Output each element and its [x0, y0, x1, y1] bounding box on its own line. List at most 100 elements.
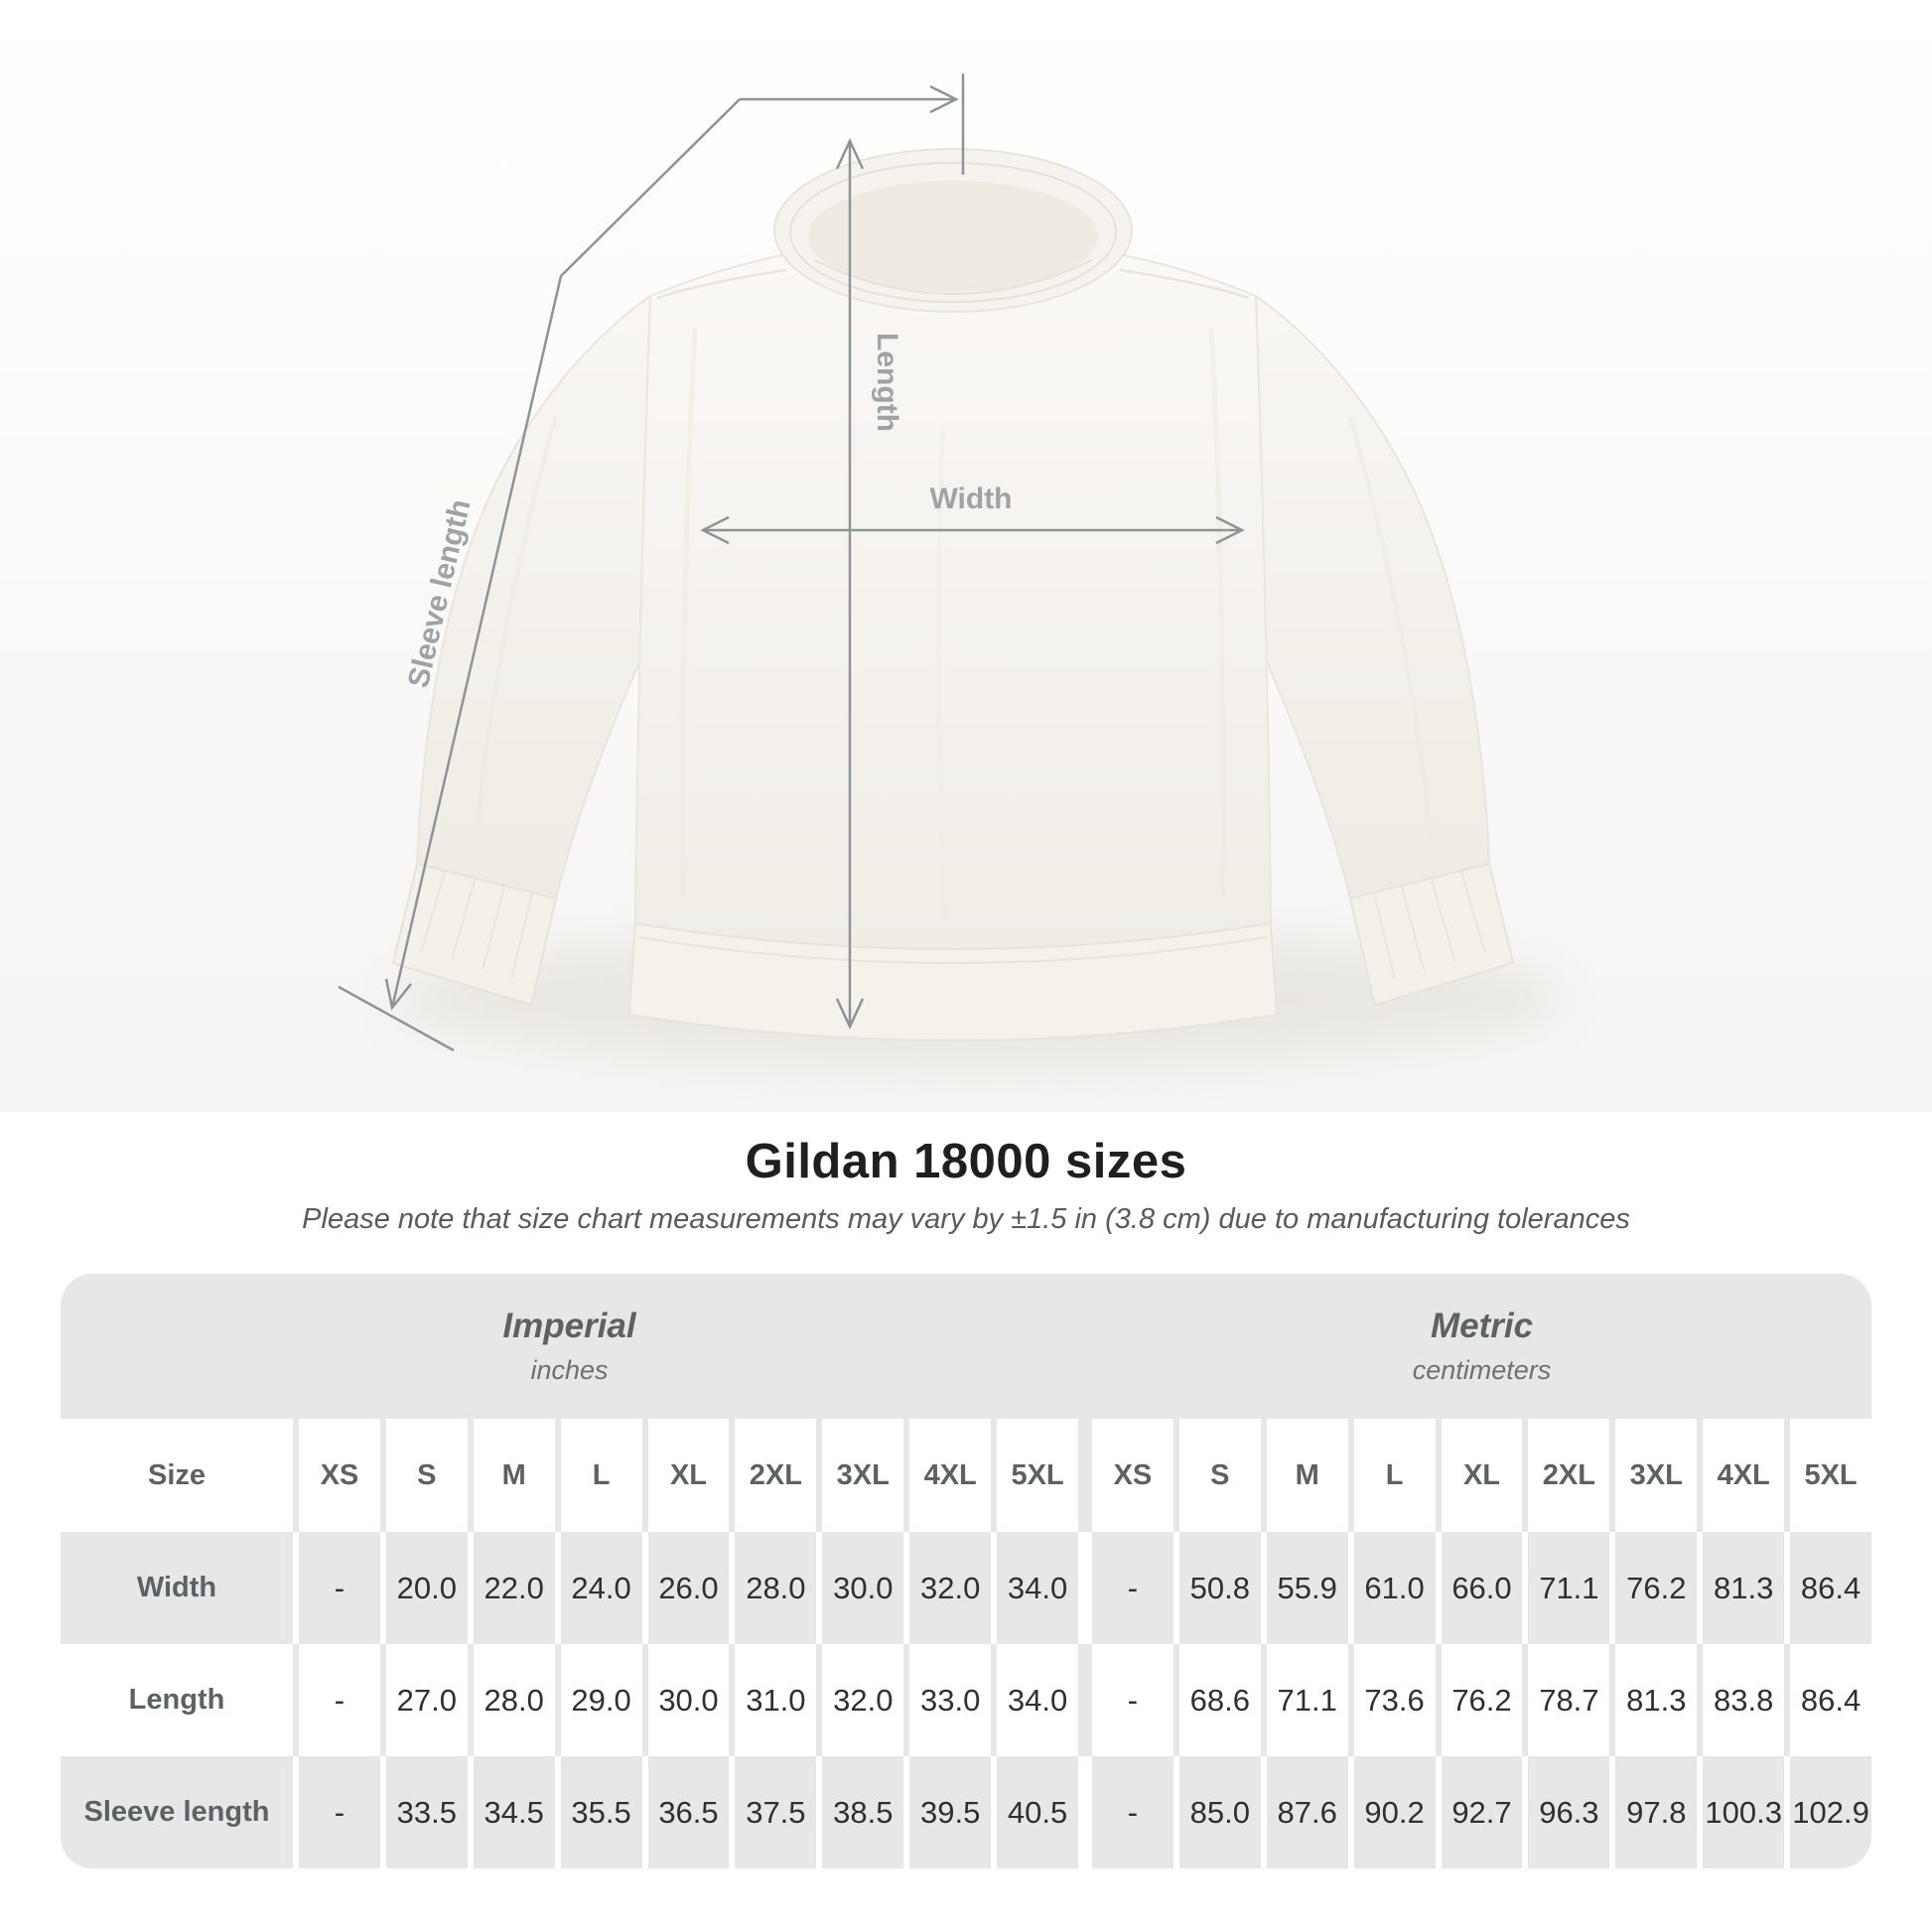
table-cell: 68.6	[1178, 1644, 1261, 1756]
table-cell: 102.9	[1790, 1756, 1871, 1868]
table-cell: 29.0	[560, 1644, 642, 1756]
left-sleeve	[392, 295, 689, 1006]
table-cell: 55.9	[1266, 1532, 1348, 1644]
table-cell: -	[299, 1756, 380, 1868]
table-row-length: Length - 27.0 28.0 29.0 30.0 31.0 32.0 3…	[61, 1644, 1871, 1756]
group-divider	[1084, 1756, 1086, 1868]
metric-group-header: Metric centimeters	[1092, 1274, 1871, 1419]
table-cell: 86.4	[1790, 1532, 1871, 1644]
row-label: Length	[61, 1644, 293, 1756]
right-cuff	[1349, 863, 1514, 1006]
column-header: S	[1178, 1419, 1261, 1532]
table-cell: 86.4	[1790, 1644, 1871, 1756]
table-cell: 28.0	[735, 1532, 817, 1644]
column-header: S	[385, 1419, 468, 1532]
hem-band	[628, 922, 1278, 1041]
column-header: 2XL	[1528, 1419, 1610, 1532]
table-cell: 22.0	[473, 1532, 555, 1644]
table-cell: -	[1091, 1644, 1173, 1756]
imperial-label: Imperial	[502, 1307, 636, 1345]
row-label: Width	[61, 1532, 293, 1644]
column-header: 3XL	[822, 1419, 904, 1532]
table-row-sleeve-length: Sleeve length - 33.5 34.5 35.5 36.5 37.5…	[61, 1756, 1871, 1868]
tolerance-note: Please note that size chart measurements…	[302, 1203, 1630, 1235]
table-cell: 50.8	[1178, 1532, 1261, 1644]
row-label: Sleeve length	[61, 1756, 293, 1868]
table-cell: 100.3	[1703, 1756, 1785, 1868]
body-panel	[634, 237, 1272, 950]
table-cell: 66.0	[1441, 1532, 1523, 1644]
table-cell: 37.5	[735, 1756, 817, 1868]
table-cell: 71.1	[1528, 1532, 1610, 1644]
units-header-row: Imperial inches Metric centimeters	[61, 1274, 1871, 1419]
table-cell: -	[299, 1532, 380, 1644]
column-header: 4XL	[909, 1419, 992, 1532]
column-header: 2XL	[735, 1419, 817, 1532]
table-cell: 40.5	[997, 1756, 1078, 1868]
shoulder-seams	[656, 268, 1250, 300]
shoulder-reference-arrow	[560, 73, 965, 277]
left-cuff	[392, 863, 557, 1006]
table-cell: 20.0	[385, 1532, 468, 1644]
group-divider	[1084, 1644, 1086, 1756]
sleeve-end-tick	[338, 985, 455, 1052]
table-cell: 78.7	[1528, 1644, 1610, 1756]
column-header: 5XL	[1790, 1419, 1871, 1532]
size-table: Imperial inches Metric centimeters Size …	[61, 1274, 1871, 1868]
table-cell: -	[1091, 1756, 1173, 1868]
imperial-unit: inches	[530, 1355, 609, 1385]
table-cell: 83.8	[1703, 1644, 1785, 1756]
table-cell: 24.0	[560, 1532, 642, 1644]
sweatshirt-illustration: Length Width Sleeve length	[0, 0, 1932, 1112]
table-cell: 32.0	[822, 1644, 904, 1756]
table-cell: 71.1	[1266, 1644, 1348, 1756]
table-cell: -	[299, 1644, 380, 1756]
table-cell: 34.0	[997, 1644, 1078, 1756]
table-cell: 32.0	[909, 1532, 992, 1644]
sleeve-length-arrow	[338, 275, 563, 1052]
column-header: L	[1353, 1419, 1436, 1532]
table-cell: 26.0	[647, 1532, 730, 1644]
page-title: Gildan 18000 sizes	[745, 1135, 1187, 1188]
table-cell: 28.0	[473, 1644, 555, 1756]
column-header: XS	[1091, 1419, 1173, 1532]
table-cell: 33.0	[909, 1644, 992, 1756]
table-cell: 36.5	[647, 1756, 730, 1868]
table-cell: 38.5	[822, 1756, 904, 1868]
table-cell: 87.6	[1266, 1756, 1348, 1868]
column-header-size: Size	[61, 1419, 293, 1532]
table-cell: 39.5	[909, 1756, 992, 1868]
column-header: 4XL	[1703, 1419, 1785, 1532]
table-cell: 30.0	[822, 1532, 904, 1644]
column-header: 5XL	[997, 1419, 1078, 1532]
measurement-annotations	[338, 73, 1245, 1052]
column-header: XL	[1441, 1419, 1523, 1532]
table-cell: 96.3	[1528, 1756, 1610, 1868]
table-cell: 30.0	[647, 1644, 730, 1756]
table-cell: 76.2	[1441, 1644, 1523, 1756]
width-label: Width	[929, 483, 1012, 515]
column-header: XS	[299, 1419, 380, 1532]
table-cell: 35.5	[560, 1756, 642, 1868]
group-divider	[1084, 1532, 1086, 1644]
table-cell: 34.0	[997, 1532, 1078, 1644]
column-header: 3XL	[1615, 1419, 1698, 1532]
sweatshirt	[392, 148, 1514, 1041]
table-cell: 76.2	[1615, 1532, 1698, 1644]
column-header: M	[1266, 1419, 1348, 1532]
table-row-width: Width - 20.0 22.0 24.0 26.0 28.0 30.0 32…	[61, 1532, 1871, 1644]
width-arrow	[700, 515, 1245, 545]
length-arrow	[835, 138, 865, 1030]
table-cell: 85.0	[1178, 1756, 1261, 1868]
column-header: L	[560, 1419, 642, 1532]
table-cell: 61.0	[1353, 1532, 1436, 1644]
group-divider	[1083, 1419, 1086, 1532]
table-cell: 34.5	[473, 1756, 555, 1868]
table-cell: 33.5	[385, 1756, 468, 1868]
group-divider	[1084, 1274, 1086, 1419]
table-cell: 81.3	[1615, 1644, 1698, 1756]
table-cell: 92.7	[1441, 1756, 1523, 1868]
table-cell: -	[1091, 1532, 1173, 1644]
table-cell: 27.0	[385, 1644, 468, 1756]
